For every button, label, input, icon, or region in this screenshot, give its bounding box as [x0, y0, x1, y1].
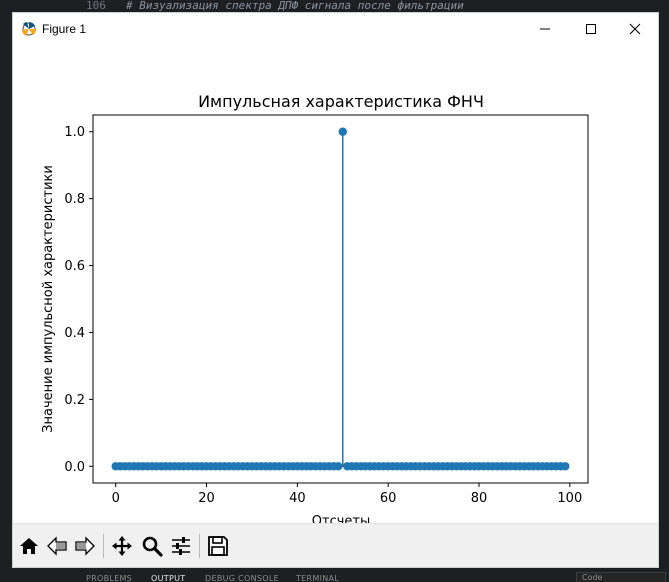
close-button[interactable]: [612, 13, 658, 45]
toolbar-separator: [199, 534, 200, 558]
forward-button[interactable]: [73, 534, 97, 558]
y-tick-label: 0.6: [64, 259, 85, 274]
stem-marker: [338, 127, 347, 136]
panel-tab-terminal[interactable]: TERMINAL: [296, 574, 340, 582]
zoom-magnifier-icon: [142, 536, 163, 557]
close-icon: [629, 23, 641, 35]
save-button[interactable]: [206, 534, 230, 558]
maximize-icon: [586, 24, 596, 34]
figure-window: Figure 1 Импульсная характеристика ФНЧ 0…: [12, 12, 659, 568]
x-tick-label: 40: [289, 491, 306, 506]
save-disk-icon: [208, 536, 228, 556]
y-axis-ticks: 0.0 0.2 0.4 0.6 0.8 1.0: [64, 125, 93, 475]
x-tick-label: 80: [471, 491, 488, 506]
axes-frame: [92, 114, 589, 484]
chart-title: Импульсная характеристика ФНЧ: [198, 92, 484, 111]
y-tick-label: 1.0: [64, 125, 85, 140]
x-axis-label: Отсчеты: [312, 514, 370, 523]
pan-move-icon: [112, 536, 132, 556]
y-axis-label: Значение импульсной характеристики: [41, 165, 56, 433]
subplots-config-icon: [172, 537, 190, 555]
configure-subplots-button[interactable]: [169, 534, 193, 558]
panel-tab-output[interactable]: OUTPUT: [151, 574, 186, 582]
y-tick-label: 0.2: [64, 393, 85, 408]
matplotlib-icon: [22, 22, 37, 36]
plot-canvas[interactable]: Импульсная характеристика ФНЧ 0 20 40 60 80 1…: [13, 45, 658, 523]
stem-marker: [334, 462, 343, 471]
editor-background: 106 # Визуализация спектра ДПФ сигнала п…: [0, 0, 669, 14]
window-title: Figure 1: [42, 22, 87, 36]
pan-button[interactable]: [110, 534, 134, 558]
x-tick-label: 100: [557, 491, 582, 506]
stem-marker: [561, 462, 570, 471]
maximize-button[interactable]: [568, 13, 614, 45]
panel-tab-debug-console[interactable]: DEBUG CONSOLE: [205, 574, 279, 582]
y-tick-label: 0.4: [64, 326, 85, 341]
editor-code-comment: # Визуализация спектра ДПФ сигнала после…: [126, 0, 464, 12]
editor-bottom-panel: PROBLEMS OUTPUT DEBUG CONSOLE TERMINAL C…: [0, 570, 669, 582]
back-button[interactable]: [45, 534, 69, 558]
window-titlebar[interactable]: Figure 1: [13, 13, 658, 45]
panel-tab-problems[interactable]: PROBLEMS: [86, 574, 133, 582]
y-tick-label: 0.8: [64, 192, 85, 207]
zoom-button[interactable]: [140, 534, 164, 558]
minimize-button[interactable]: [522, 13, 568, 45]
editor-line-number: 106: [86, 0, 106, 12]
x-tick-label: 0: [112, 491, 120, 506]
home-icon: [20, 538, 38, 554]
stem-series: [111, 127, 570, 471]
forward-arrow-icon: [75, 536, 95, 556]
x-tick-label: 20: [198, 491, 215, 506]
toolbar-separator: [103, 534, 104, 558]
navigation-toolbar: [13, 523, 658, 567]
y-tick-label: 0.0: [64, 460, 85, 475]
home-button[interactable]: [17, 534, 41, 558]
minimize-icon: [540, 28, 550, 30]
back-arrow-icon: [47, 536, 67, 556]
output-channel-select[interactable]: Code: [576, 572, 666, 582]
x-tick-label: 60: [380, 491, 397, 506]
x-axis-ticks: 0 20 40 60 80 100: [112, 483, 582, 506]
